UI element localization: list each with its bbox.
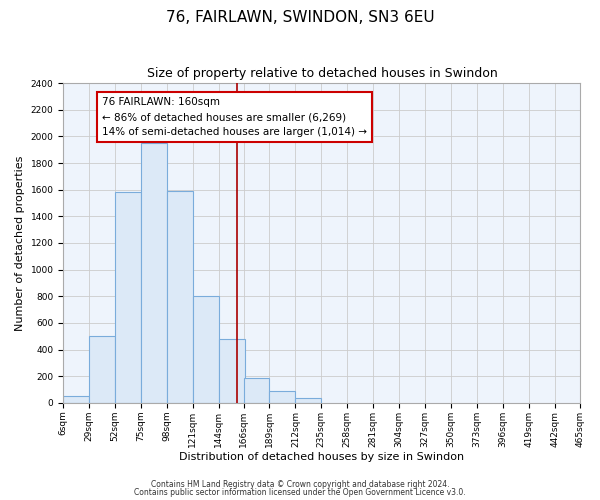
Bar [295,398,322,403]
Bar [219,339,245,403]
Y-axis label: Number of detached properties: Number of detached properties [15,156,25,330]
Text: 76, FAIRLAWN, SWINDON, SN3 6EU: 76, FAIRLAWN, SWINDON, SN3 6EU [166,10,434,25]
Text: 76 FAIRLAWN: 160sqm
← 86% of detached houses are smaller (6,269)
14% of semi-det: 76 FAIRLAWN: 160sqm ← 86% of detached ho… [102,98,367,137]
Bar [193,296,219,403]
Text: Contains HM Land Registry data © Crown copyright and database right 2024.: Contains HM Land Registry data © Crown c… [151,480,449,489]
Bar [141,143,167,403]
X-axis label: Distribution of detached houses by size in Swindon: Distribution of detached houses by size … [179,452,464,462]
Bar [63,396,89,403]
Text: Contains public sector information licensed under the Open Government Licence v3: Contains public sector information licen… [134,488,466,497]
Bar [115,192,141,403]
Bar [269,391,295,403]
Bar [167,191,193,403]
Bar [244,378,269,403]
Bar [89,336,115,403]
Title: Size of property relative to detached houses in Swindon: Size of property relative to detached ho… [146,68,497,80]
